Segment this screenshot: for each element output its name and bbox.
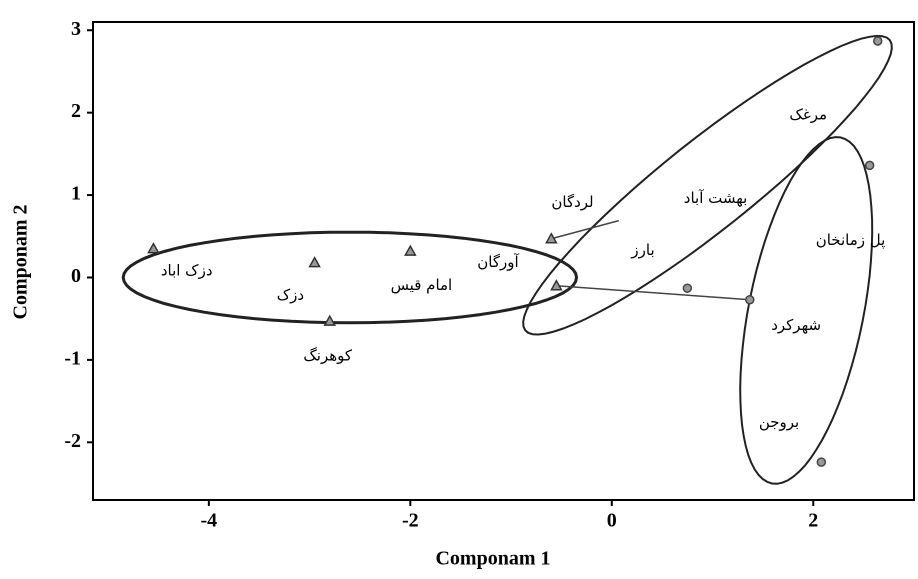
annotation: لردگان [551,193,593,211]
point [550,279,563,291]
annotation: پل زمانخان [816,231,886,250]
annotation: بارز [630,241,654,259]
point [745,294,755,305]
group-ellipse [522,34,893,336]
group-ellipse [121,230,579,325]
x-tick-label: -4 [201,510,218,532]
x-tick-label: 0 [607,510,617,532]
point [404,244,417,256]
point [323,314,337,326]
group-ellipse [739,136,874,485]
annotation: دزک اباد [161,261,213,279]
y-tick-label: -2 [64,430,81,452]
x-tick-label: 2 [808,510,818,532]
point [816,457,827,467]
point [872,36,883,46]
point [682,283,693,293]
annotation: مرغک [789,106,827,124]
connector [551,219,620,240]
connector [556,284,750,301]
point [864,160,875,171]
annotation: آورگان [477,253,519,271]
annotation: کوهرنگ [303,346,353,364]
y-tick-label: -1 [64,347,81,369]
annotation: شهرکرد [771,316,821,334]
x-axis-label: Componam 1 [435,548,550,570]
y-tick-label: 3 [71,18,81,40]
annotation: دزک [277,286,304,304]
annotation: بروجن [759,413,799,431]
annotation: بهشت آباد [684,189,748,207]
plot-frame [92,21,915,501]
y-axis-label: Componam 2 [10,204,32,319]
y-tick-label: 0 [71,265,81,287]
point [308,256,321,268]
x-tick-label: -2 [402,510,419,532]
y-tick-label: 1 [71,183,81,205]
point [147,242,160,254]
annotation: امام قیس [391,276,453,294]
point [545,232,558,244]
y-tick-label: 2 [71,100,81,122]
